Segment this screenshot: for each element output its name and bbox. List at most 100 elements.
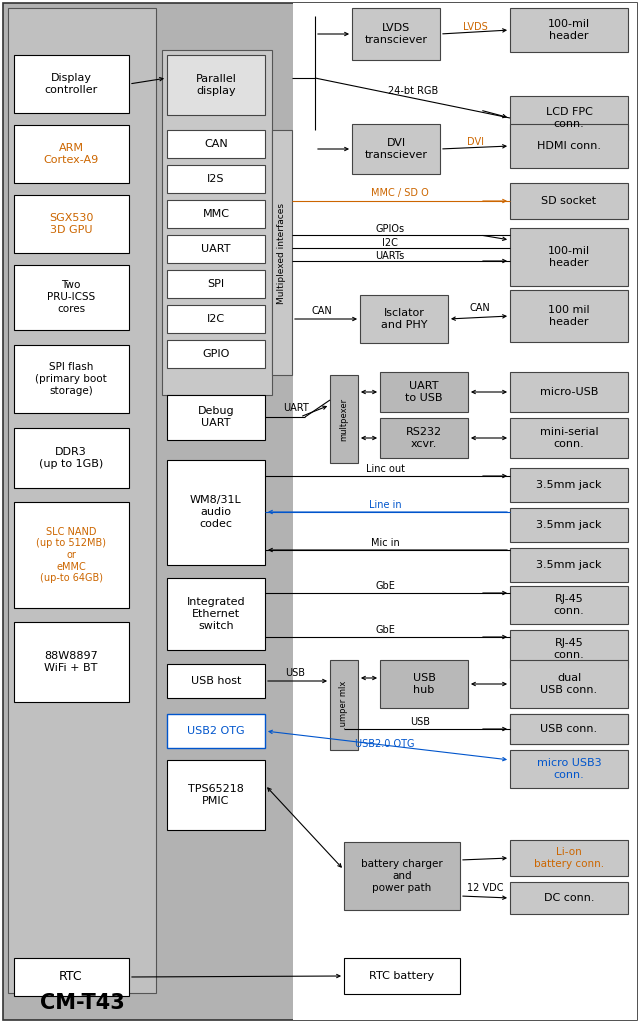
Bar <box>510 468 628 502</box>
Bar <box>510 183 628 219</box>
Text: SPI: SPI <box>207 279 225 290</box>
Text: GbE: GbE <box>375 625 395 635</box>
Text: ARM
Cortex-A9: ARM Cortex-A9 <box>44 143 99 165</box>
Text: GbE: GbE <box>375 581 395 591</box>
Bar <box>510 508 628 542</box>
Bar <box>14 428 129 488</box>
Text: Multiplexed interfaces: Multiplexed interfaces <box>278 203 287 304</box>
Bar <box>14 502 129 608</box>
Bar <box>510 124 628 168</box>
Text: LCD FPC
conn.: LCD FPC conn. <box>545 107 593 129</box>
Bar <box>510 714 628 744</box>
Text: USB2 OTG: USB2 OTG <box>187 726 245 736</box>
Text: micro USB3
conn.: micro USB3 conn. <box>537 758 602 780</box>
Text: DVI
transciever: DVI transciever <box>365 138 428 160</box>
Text: SD socket: SD socket <box>541 196 596 206</box>
Bar <box>167 235 265 263</box>
Bar <box>167 578 265 650</box>
Bar <box>167 55 265 115</box>
Bar <box>330 660 358 750</box>
Bar <box>510 840 628 876</box>
Text: Linc out: Linc out <box>365 464 404 474</box>
Bar <box>360 295 448 343</box>
Text: USB: USB <box>285 668 305 678</box>
Text: UART: UART <box>201 244 231 254</box>
Text: RJ-45
conn.: RJ-45 conn. <box>554 638 584 660</box>
Bar <box>167 460 265 565</box>
Text: MMC / SD O: MMC / SD O <box>371 188 429 198</box>
Bar <box>167 130 265 158</box>
Text: micro-USB: micro-USB <box>540 387 598 397</box>
Bar <box>14 195 129 253</box>
Text: dual
USB conn.: dual USB conn. <box>540 673 598 695</box>
Text: USB2.0 OTG: USB2.0 OTG <box>355 739 415 749</box>
Text: I2C: I2C <box>382 238 398 248</box>
Text: Two
PRU-ICSS
cores: Two PRU-ICSS cores <box>47 280 95 314</box>
Text: Li-on
battery conn.: Li-on battery conn. <box>534 847 604 869</box>
Bar <box>352 124 440 174</box>
Text: USB: USB <box>410 717 430 727</box>
Bar <box>380 372 468 412</box>
Bar <box>510 8 628 52</box>
Text: SPI flash
(primary boot
storage): SPI flash (primary boot storage) <box>35 362 107 396</box>
Text: mini-serial
conn.: mini-serial conn. <box>540 428 598 449</box>
Bar <box>510 750 628 788</box>
Text: DVI: DVI <box>467 137 483 147</box>
Bar <box>510 586 628 624</box>
Text: 3.5mm jack: 3.5mm jack <box>536 480 602 490</box>
Text: 100 mil
header: 100 mil header <box>548 305 590 326</box>
Bar <box>510 660 628 708</box>
Text: USB host: USB host <box>191 676 241 686</box>
Bar <box>510 882 628 914</box>
Bar <box>510 290 628 342</box>
Text: 100-mil
header: 100-mil header <box>548 19 590 41</box>
Text: 12 VDC: 12 VDC <box>467 883 503 893</box>
Text: HDMI conn.: HDMI conn. <box>537 141 601 151</box>
Bar <box>380 418 468 458</box>
Text: SLC NAND
(up to 512MB)
or
eMMC
(up-to 64GB): SLC NAND (up to 512MB) or eMMC (up-to 64… <box>36 527 106 583</box>
Text: RTC: RTC <box>59 971 83 983</box>
Bar <box>167 760 265 830</box>
Text: RJ-45
conn.: RJ-45 conn. <box>554 594 584 616</box>
Text: GPIO: GPIO <box>202 349 230 359</box>
Bar <box>510 548 628 582</box>
Bar <box>14 265 129 330</box>
Text: LVDS: LVDS <box>463 23 488 32</box>
Text: CAN: CAN <box>312 306 332 316</box>
Bar <box>167 340 265 368</box>
Text: Display
controller: Display controller <box>44 74 98 95</box>
Text: Parallel
display: Parallel display <box>196 75 236 96</box>
Bar <box>344 842 460 910</box>
Text: multpexer: multpexer <box>339 398 349 441</box>
Bar <box>167 664 265 698</box>
Bar <box>14 622 129 702</box>
Bar <box>272 130 292 375</box>
Bar <box>167 270 265 298</box>
Text: battery charger
and
power path: battery charger and power path <box>361 859 443 893</box>
Text: WM8/31L
audio
codec: WM8/31L audio codec <box>190 495 242 529</box>
Text: DC conn.: DC conn. <box>544 893 595 903</box>
Bar <box>167 201 265 228</box>
Text: 3.5mm jack: 3.5mm jack <box>536 560 602 570</box>
Bar <box>293 3 637 1020</box>
Text: Isclator
and PHY: Isclator and PHY <box>381 308 428 329</box>
Bar <box>14 55 129 113</box>
Text: Debug
UART: Debug UART <box>198 406 234 428</box>
Text: DDR3
(up to 1GB): DDR3 (up to 1GB) <box>39 447 103 469</box>
Text: Mic in: Mic in <box>371 538 399 548</box>
Bar <box>510 418 628 458</box>
Text: LVDS
transciever: LVDS transciever <box>365 24 428 45</box>
Bar <box>510 372 628 412</box>
Text: TPS65218
PMIC: TPS65218 PMIC <box>188 785 244 806</box>
Text: 100-mil
header: 100-mil header <box>548 247 590 268</box>
Bar <box>14 958 129 996</box>
Bar <box>352 8 440 60</box>
Text: I2S: I2S <box>207 174 225 184</box>
Bar <box>162 50 272 395</box>
Bar <box>510 228 628 286</box>
Bar <box>380 660 468 708</box>
Bar <box>510 96 628 140</box>
Bar <box>344 958 460 994</box>
Text: RS232
xcvr.: RS232 xcvr. <box>406 428 442 449</box>
Bar <box>510 714 628 744</box>
